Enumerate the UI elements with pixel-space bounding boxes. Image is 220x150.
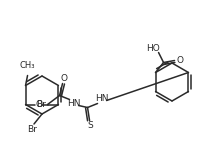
Text: O: O <box>35 100 42 109</box>
Text: CH₃: CH₃ <box>20 61 35 70</box>
Text: Br: Br <box>27 126 37 135</box>
Text: O: O <box>176 56 183 65</box>
Text: Br: Br <box>37 100 46 109</box>
Text: HO: HO <box>146 44 160 53</box>
Text: S: S <box>88 121 94 130</box>
Text: O: O <box>60 74 67 83</box>
Text: HN: HN <box>95 94 108 103</box>
Text: HN: HN <box>67 99 80 108</box>
